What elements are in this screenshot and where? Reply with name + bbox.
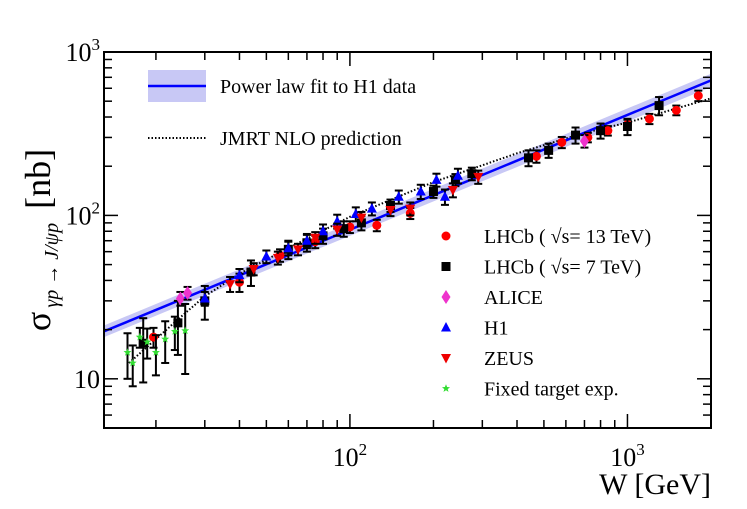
legend-label-2: ALICE (484, 287, 543, 309)
series-4 (225, 169, 484, 293)
legend-marker-0 (441, 231, 451, 241)
x-tick-label: 103 (610, 440, 645, 472)
data-point (557, 137, 567, 147)
data-point (693, 91, 703, 101)
data-point (138, 338, 148, 348)
legend-marker-4 (441, 354, 451, 364)
y-axis-label: σ γp → J/ψp [nb] (18, 149, 63, 331)
data-point (452, 170, 463, 180)
legend-marker-1 (441, 262, 451, 271)
legend-label-1: LHCb ( √s= 7 TeV) (484, 257, 641, 279)
data-point (310, 233, 321, 244)
legend-top-left: Power law fit to H1 data JMRT NLO predic… (148, 70, 416, 150)
data-point (447, 186, 458, 196)
x-axis-label: W [GeV] (599, 468, 711, 501)
legend-fit-label: Power law fit to H1 data (220, 76, 416, 98)
data-point (428, 187, 438, 197)
data-point (183, 286, 193, 301)
data-point (405, 204, 416, 215)
legend-label-0: LHCb ( √s= 13 TeV) (484, 226, 651, 248)
data-point (225, 280, 236, 290)
data-point (450, 175, 460, 185)
legend-label-3: H1 (484, 318, 508, 340)
data-point (579, 134, 589, 149)
legend-marker-5 (442, 384, 450, 392)
series-5 (123, 302, 190, 388)
data-point (272, 253, 283, 264)
data-point (301, 235, 312, 245)
data-point (531, 151, 541, 161)
data-point (199, 293, 210, 303)
data-point (671, 105, 681, 115)
legend-label-5: Fixed target exp. (484, 379, 619, 401)
data-point (261, 251, 272, 261)
data-point (467, 169, 477, 179)
data-point (128, 358, 137, 367)
y-label-unit: [nb] (18, 149, 58, 209)
data-point (123, 348, 132, 356)
data-point (248, 264, 259, 275)
data-point (544, 145, 554, 155)
data-point (234, 269, 245, 280)
data-point (332, 225, 343, 235)
data-point (654, 101, 664, 111)
plot-area (104, 73, 711, 388)
y-label-subscript: γp → J/ψp (41, 223, 63, 308)
axis-ticks: 102 103 10 102 103 (66, 35, 712, 472)
data-point (356, 213, 367, 224)
data-point (161, 334, 170, 343)
plot-content (104, 73, 711, 388)
data-point (339, 224, 349, 234)
y-tick-label: 102 (66, 198, 101, 230)
legend-right: LHCb ( √s= 13 TeV) LHCb ( √s= 7 TeV) ALICE… (441, 226, 651, 401)
data-point (292, 245, 303, 255)
data-point (143, 337, 152, 346)
data-point (181, 326, 190, 335)
data-point (372, 220, 382, 230)
data-point (431, 174, 442, 184)
data-point (151, 348, 160, 356)
y-tick-label: 103 (66, 35, 101, 67)
svg-text:σ γp → J/ψp [nb]: σ γp → J/ψp [nb] (18, 149, 63, 331)
data-point (385, 205, 396, 216)
data-point (622, 122, 632, 132)
data-point (473, 172, 484, 183)
series-2 (175, 134, 589, 307)
data-point (170, 327, 179, 335)
data-point (283, 242, 294, 253)
data-point (175, 291, 185, 306)
y-tick-label: 10 (74, 365, 100, 394)
x-tick-label: 102 (333, 440, 368, 472)
data-point (393, 191, 404, 201)
data-point (246, 267, 256, 277)
y-label-symbol: σ (18, 312, 58, 331)
data-point (523, 153, 533, 163)
data-point (173, 318, 183, 328)
data-point (439, 191, 450, 201)
data-point (603, 126, 613, 136)
legend-prediction-label: JMRT NLO prediction (220, 128, 402, 150)
data-point (366, 203, 377, 213)
data-point (644, 114, 654, 124)
data-point (596, 126, 606, 136)
legend-marker-2 (441, 290, 451, 304)
legend-marker-3 (441, 322, 451, 332)
legend-label-4: ZEUS (484, 348, 534, 370)
data-point (135, 332, 144, 341)
data-point (318, 225, 329, 236)
data-point (571, 130, 581, 140)
data-point (415, 186, 426, 196)
